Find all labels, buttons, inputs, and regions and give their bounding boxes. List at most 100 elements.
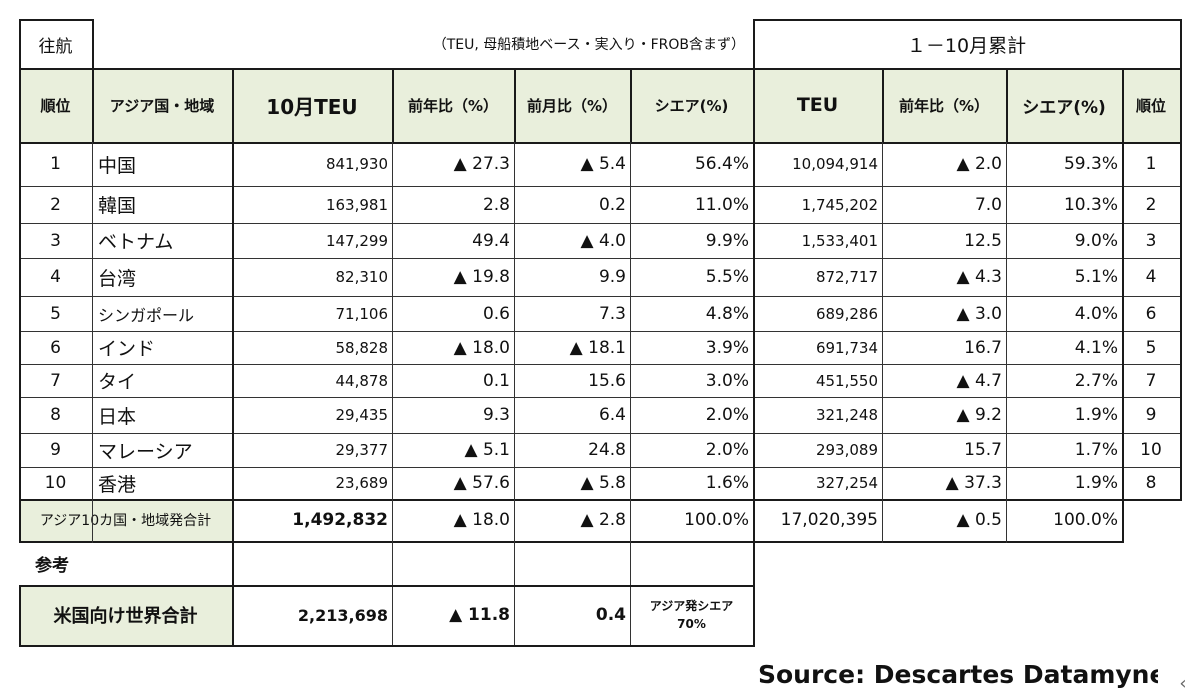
asia-share-box: アジア発シエア 70% (630, 585, 753, 645)
cell-cum-share: 5.1% (1074, 267, 1118, 287)
us-total-label: 米国向け世界合計 (53, 606, 198, 627)
grid-line-v (1180, 142, 1182, 501)
grid-line-v (882, 142, 883, 501)
cell-rank: 4 (50, 267, 61, 287)
cell-country: タイ (98, 371, 137, 393)
cell-rank: 10 (44, 473, 67, 493)
cell-cum-teu: 451,550 (815, 371, 878, 390)
grid-line-v (392, 68, 394, 144)
cell-cum-yoy: 12.5 (964, 230, 1002, 251)
cell-mom: ▲ 18.1 (569, 337, 626, 358)
cell-country: 日本 (98, 405, 137, 428)
grid-line-v (392, 142, 393, 501)
cell-yoy: ▲ 57.6 (453, 473, 510, 493)
cell-country: 中国 (98, 154, 137, 177)
grid-line-h (19, 397, 1124, 398)
cell-cum-teu: 691,734 (815, 338, 878, 357)
cell-share: 56.4% (694, 154, 749, 174)
cell-yoy: 2.8 (482, 194, 510, 215)
grid-line-v (19, 585, 21, 647)
cell-mom: ▲ 4.0 (580, 230, 626, 251)
cell-rank: 3 (50, 230, 61, 251)
grid-line-v (514, 541, 515, 647)
cell-rank: 8 (50, 405, 61, 425)
grid-line-h (1122, 331, 1182, 332)
cell-cum-yoy: ▲ 4.7 (956, 370, 1002, 391)
total-label: アジア10カ国・地域発合計 (39, 513, 212, 529)
cell-cum-share: 1.7% (1074, 440, 1118, 460)
grid-line-h (19, 467, 1124, 468)
grid-line-v (1122, 499, 1124, 543)
grid-line-v (1006, 68, 1008, 144)
grid-line-v (753, 19, 755, 70)
grid-line-v (19, 68, 21, 144)
scroll-arrow-icon[interactable]: ‹ (1179, 672, 1187, 694)
cell-rank: 1 (50, 154, 61, 174)
total-cum-teu: 17,020,395 (780, 510, 878, 530)
cell-cum-rank: 1 (1145, 154, 1157, 174)
cell-rank: 7 (50, 370, 61, 391)
grid-line-h (19, 142, 1182, 144)
asia-share-label: アジア発シエア (649, 599, 734, 613)
header-cum-rank: 順位 (1135, 96, 1166, 115)
cell-mom: 7.3 (598, 303, 626, 324)
cell-share: 2.0% (705, 405, 749, 425)
asia-share-value: 70% (677, 617, 706, 631)
grid-line-v (92, 142, 93, 501)
cell-yoy: 0.6 (482, 303, 510, 324)
cell-teu: 71,106 (335, 304, 389, 323)
cell-cum-yoy: 16.7 (964, 337, 1002, 358)
cell-teu: 82,310 (335, 268, 389, 286)
total-teu: 1,492,832 (292, 510, 388, 530)
cell-mom: ▲ 5.8 (580, 473, 626, 493)
grid-line-h (19, 585, 755, 587)
grid-line-v (232, 541, 234, 647)
cell-share: 1.6% (705, 473, 749, 493)
cell-cum-rank: 4 (1145, 267, 1157, 287)
cell-cum-share: 1.9% (1074, 473, 1118, 493)
grid-line-v (1006, 142, 1007, 501)
grid-line-h (1122, 223, 1182, 224)
grid-line-v (232, 499, 234, 543)
cell-cum-teu: 1,745,202 (801, 195, 878, 214)
cell-cum-rank: 8 (1145, 473, 1157, 493)
total-share: 100.0% (684, 510, 749, 530)
cell-cum-teu: 872,717 (815, 268, 878, 286)
grid-line-h (19, 68, 1182, 70)
header-cum-share: シエア(%) (1022, 97, 1106, 118)
cell-cum-rank: 9 (1145, 405, 1157, 425)
cell-cum-yoy: ▲ 2.0 (956, 154, 1002, 174)
cell-teu: 841,930 (325, 155, 388, 173)
cell-teu: 147,299 (325, 231, 388, 250)
reference-label: 参考 (35, 555, 69, 576)
total-cum-yoy: ▲ 0.5 (956, 510, 1002, 530)
cell-cum-yoy: 7.0 (974, 194, 1002, 215)
cell-cum-yoy: 15.7 (964, 440, 1002, 460)
cell-rank: 5 (50, 303, 61, 324)
grid-line-v (92, 499, 93, 543)
cell-teu: 58,828 (335, 338, 389, 357)
grid-line-v (19, 499, 21, 543)
cell-cum-teu: 321,248 (815, 406, 878, 424)
cell-mom: 0.2 (598, 194, 626, 215)
grid-line-h (1122, 364, 1182, 365)
cell-share: 5.5% (705, 267, 749, 287)
outbound-label: 往航 (38, 36, 73, 57)
grid-line-h (19, 541, 1124, 543)
cell-rank: 9 (50, 440, 61, 460)
cell-cum-rank: 2 (1145, 194, 1157, 215)
cell-cum-share: 9.0% (1074, 230, 1118, 251)
cell-cum-share: 4.1% (1074, 337, 1118, 358)
grid-line-h (19, 331, 1124, 332)
cell-share: 3.9% (705, 337, 749, 358)
header-rank: 順位 (40, 96, 71, 115)
cumulative-title: １－10月累計 (906, 34, 1027, 57)
header-country: アジア国・地域 (109, 96, 215, 115)
grid-line-v (1180, 68, 1182, 144)
cell-country: インド (98, 338, 156, 360)
header-share: シエア(%) (654, 96, 729, 115)
unit-note: （TEU, 母船積地ベース・実入り・FROB含まず） (432, 37, 745, 53)
cell-mom: 15.6 (588, 370, 626, 391)
cell-cum-rank: 6 (1145, 303, 1157, 324)
cell-cum-share: 2.7% (1074, 370, 1118, 391)
